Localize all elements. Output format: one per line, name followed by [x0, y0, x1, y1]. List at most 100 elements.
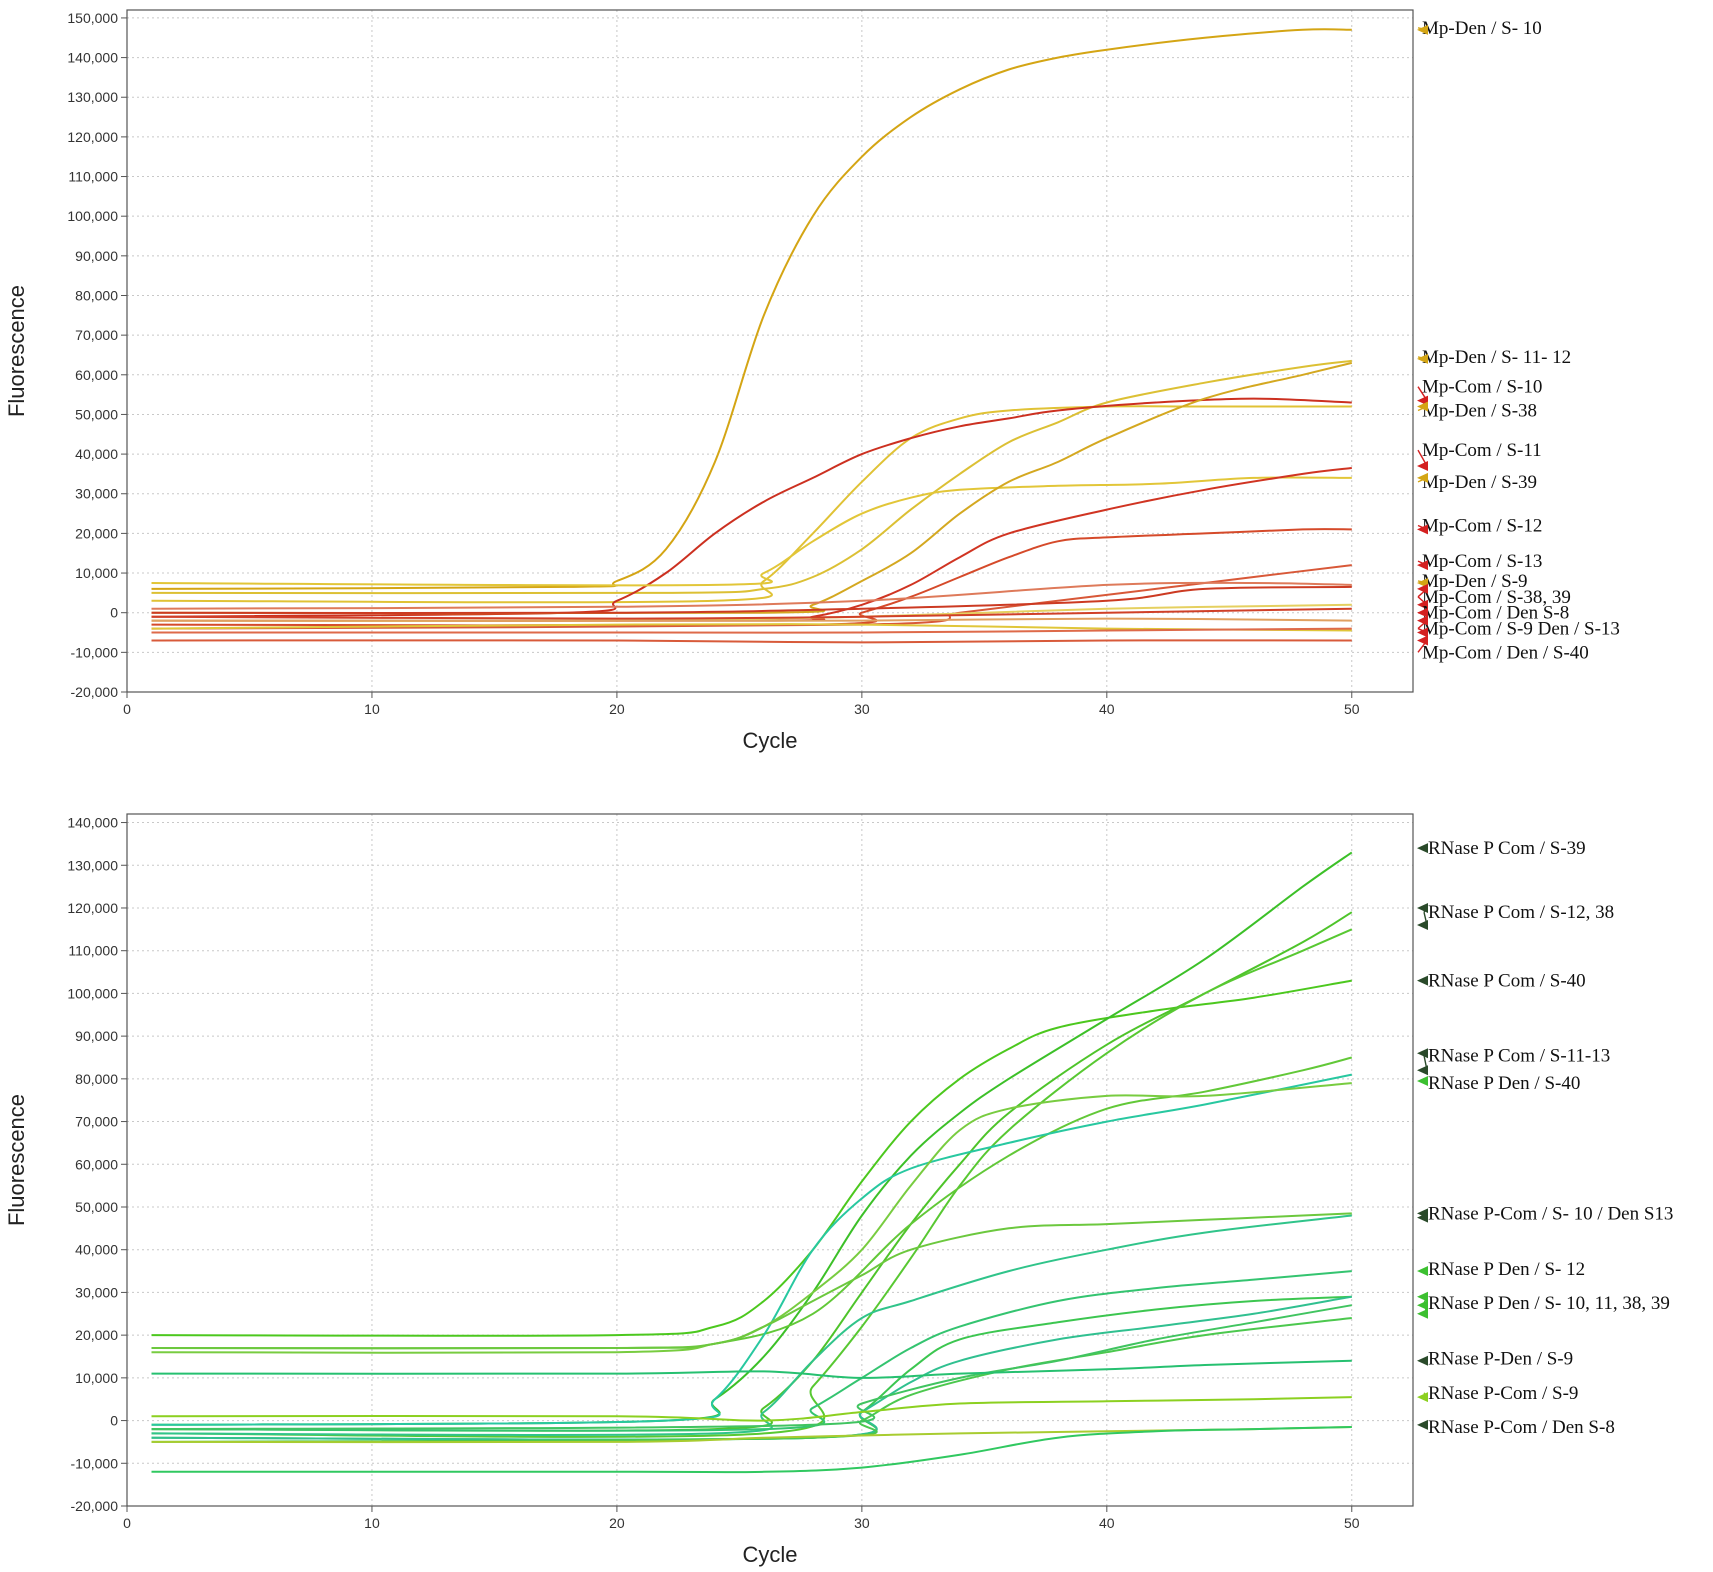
series-line-14 — [151, 1304, 1352, 1431]
annotation-label: Mp-Com / S-38, 39 — [1422, 587, 1571, 608]
annotation-label: Mp-Com / S-13 — [1422, 551, 1542, 572]
y-tick-label: 120,000 — [67, 129, 118, 145]
x-axis-label: Cycle — [742, 728, 797, 753]
y-tick-label: 50,000 — [75, 1199, 118, 1215]
annotation-label: RNase P-Com / Den S-8 — [1428, 1417, 1615, 1438]
y-tick-label: 110,000 — [68, 943, 118, 959]
y-tick-label: 50,000 — [75, 406, 118, 422]
annotation-arrow-head — [1417, 1266, 1428, 1277]
y-tick-label: 70,000 — [75, 327, 118, 343]
annotation-arrow-head — [1417, 843, 1428, 854]
x-axis: 0 10 20 30 40 50 — [123, 1506, 1360, 1531]
y-tick-label: 90,000 — [75, 1028, 118, 1044]
y-tick-label: 90,000 — [75, 248, 118, 264]
x-tick-label: 20 — [609, 1515, 625, 1531]
y-tick-label: 110,000 — [68, 169, 118, 185]
annotation-label: Mp-Com / S-12 — [1422, 515, 1542, 536]
annotation-label: Mp-Den / S- 10 — [1422, 18, 1542, 39]
annotation-arrow-head — [1417, 599, 1428, 610]
y-tick-label: 40,000 — [75, 1242, 118, 1258]
series-line-17 — [151, 639, 1352, 644]
y-tick-label: 140,000 — [67, 50, 118, 66]
annotation-arrow-head — [1417, 1308, 1428, 1319]
series-group — [151, 851, 1353, 1474]
y-tick-label: 20,000 — [75, 525, 118, 541]
series-line-16 — [151, 627, 1352, 634]
annotation-arrow-head — [1417, 560, 1428, 571]
x-tick-label: 30 — [854, 1515, 870, 1531]
annotation-label: RNase P Com / S-12, 38 — [1428, 902, 1614, 923]
annotation-arrow-head — [1417, 24, 1428, 35]
annotation-arrow-head — [1417, 472, 1428, 483]
chart-bottom-rnase-p: -20,000 -10,000 0 10,000 20,000 30,000 40,000 5… — [4, 813, 1673, 1567]
annotation-label: Mp-Den / S-9 — [1422, 571, 1528, 592]
annotation-arrow-head — [1417, 353, 1428, 364]
annotation-label: Mp-Com / S-9 Den / S-13 — [1422, 619, 1620, 640]
series-line-9 — [151, 1214, 1352, 1436]
series-line-15 — [151, 1359, 1352, 1379]
annotation-arrow-head — [1417, 627, 1428, 638]
annotations: RNase P Com / S-39 RNase P Com / S-12, 38… — [1417, 838, 1673, 1438]
series-line-13 — [151, 607, 1352, 620]
annotation-label: Mp-Com / Den / S-40 — [1422, 642, 1589, 663]
annotation-arrow-head — [1417, 1355, 1428, 1366]
y-tick-label: 100,000 — [67, 985, 118, 1001]
annotation-label: Mp-Com / S-11 — [1422, 440, 1542, 461]
x-tick-label: 40 — [1099, 701, 1115, 717]
series-line-4 — [151, 397, 1352, 618]
y-tick-label: -10,000 — [71, 1455, 119, 1471]
annotation-arrow-head — [1417, 607, 1428, 618]
y-tick-label: 0 — [110, 1413, 118, 1429]
series-line-13 — [151, 1317, 1352, 1443]
annotation-label: Mp-Den / S- 11- 12 — [1422, 347, 1571, 368]
annotation-label: RNase P Com / S-39 — [1428, 838, 1586, 859]
series-line-18 — [151, 1426, 1352, 1474]
x-tick-label: 50 — [1344, 1515, 1360, 1531]
y-tick-label: 10,000 — [75, 1370, 118, 1386]
annotation-arrow-head — [1417, 1291, 1428, 1302]
annotation-arrow-head — [1417, 1048, 1428, 1059]
y-axis-label: Fluorescence — [4, 1094, 29, 1226]
y-tick-label: 130,000 — [67, 89, 118, 105]
series-line-10 — [151, 1270, 1352, 1432]
chart-top-mp: -20,000 -10,000 0 10,000 20,000 30,000 40,000 5… — [4, 9, 1620, 753]
annotation-label: RNase P-Com / S-9 — [1428, 1383, 1578, 1404]
y-tick-label: -20,000 — [71, 684, 119, 700]
series-line-10 — [151, 581, 1352, 610]
y-tick-label: 30,000 — [75, 486, 118, 502]
y-tick-label: 30,000 — [75, 1284, 118, 1300]
annotation-arrow-head — [1417, 902, 1428, 913]
x-tick-label: 10 — [364, 1515, 380, 1531]
x-tick-label: 0 — [123, 1515, 131, 1531]
annotation-label: Mp-Den / S-38 — [1422, 400, 1537, 421]
series-line-2 — [151, 359, 1352, 595]
series-line-1 — [151, 979, 1352, 1337]
series-line-6 — [151, 361, 1353, 615]
y-tick-label: 120,000 — [67, 900, 118, 916]
x-axis-label: Cycle — [742, 1542, 797, 1567]
plot-frame — [126, 9, 1414, 693]
annotation-arrow-head — [1417, 1212, 1428, 1223]
x-tick-label: 50 — [1344, 701, 1360, 717]
plot-frame — [126, 813, 1414, 1507]
annotation-arrow-head — [1417, 1075, 1428, 1086]
x-tick-label: 10 — [364, 701, 380, 717]
y-tick-label: 60,000 — [75, 367, 118, 383]
series-line-3 — [151, 405, 1352, 604]
y-tick-label: 80,000 — [75, 287, 118, 303]
annotation-arrow-head — [1417, 635, 1428, 646]
series-line-5 — [151, 476, 1352, 587]
annotation-arrow-head — [1417, 1065, 1428, 1076]
y-tick-label: 20,000 — [75, 1327, 118, 1343]
annotation-label: Mp-Den / S-39 — [1422, 472, 1537, 493]
series-line-16 — [151, 1396, 1352, 1422]
annotation-label: RNase P Den / S- 10, 11, 38, 39 — [1428, 1293, 1670, 1314]
x-tick-label: 0 — [123, 701, 131, 717]
y-tick-label: 40,000 — [75, 446, 118, 462]
annotation-arrow-head — [1417, 460, 1428, 471]
y-axis: -20,000 -10,000 0 10,000 20,000 30,000 40,000 5… — [67, 10, 127, 700]
y-tick-label: 10,000 — [75, 565, 118, 581]
annotation-arrow-head — [1417, 524, 1428, 535]
annotation-arrow-head — [1417, 1419, 1428, 1430]
series-line-4 — [151, 928, 1353, 1438]
